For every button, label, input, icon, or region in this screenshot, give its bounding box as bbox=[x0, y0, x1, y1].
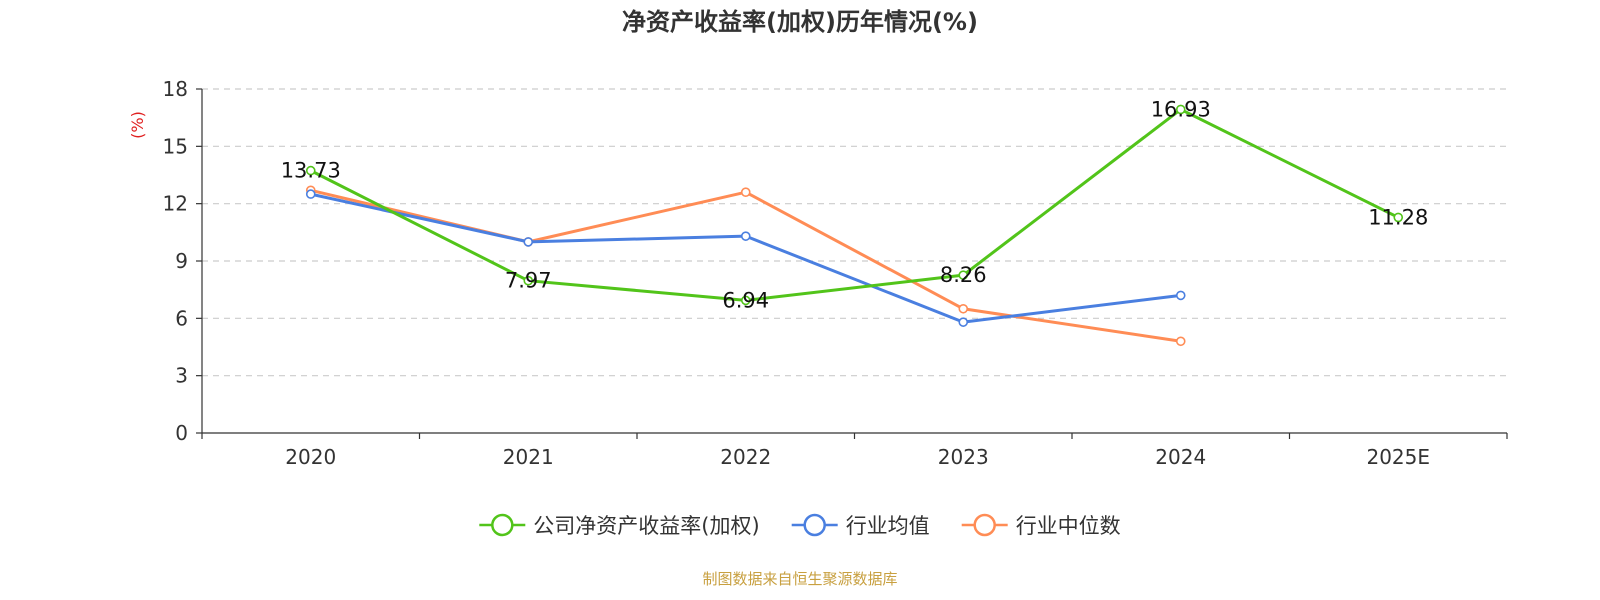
legend: 公司净资产收益率(加权) 行业均值 行业中位数 bbox=[479, 513, 1121, 538]
point-0-0 bbox=[305, 165, 316, 176]
legend-marker-2 bbox=[973, 513, 996, 537]
gridlines bbox=[202, 88, 1507, 377]
point-2-2 bbox=[740, 187, 751, 197]
chart-title: 净资产收益率(加权)历年情况(%) bbox=[622, 8, 978, 36]
source-note: 制图数据来自恒生聚源数据库 bbox=[702, 570, 897, 588]
x-tick-label-2025E: 2025E bbox=[1366, 445, 1430, 469]
y-axis-label: (%) bbox=[128, 111, 147, 139]
data-label-5: 11.28 bbox=[1368, 205, 1428, 229]
x-tick-labels: 2020 2021 2022 2023 2024 2025E bbox=[285, 445, 1430, 469]
y-tick-label-15: 15 bbox=[163, 134, 188, 158]
data-labels: 13.73 7.97 6.94 8.26 16.93 11.28 bbox=[281, 97, 1429, 312]
legend-label-2: 行业中位数 bbox=[1016, 514, 1121, 538]
legend-item-1: 行业均值 bbox=[791, 513, 930, 538]
x-tick-label-2023: 2023 bbox=[938, 445, 989, 469]
point-0-1 bbox=[523, 275, 534, 286]
y-tick-label-3: 3 bbox=[175, 364, 188, 388]
point-0-4 bbox=[1175, 104, 1186, 115]
point-2-4 bbox=[1175, 336, 1186, 347]
point-1-1 bbox=[523, 237, 534, 247]
y-tick-label-9: 9 bbox=[175, 249, 188, 273]
legend-marker-0 bbox=[491, 513, 514, 537]
x-tick-label-2022: 2022 bbox=[720, 445, 771, 469]
y-tick-label-18: 18 bbox=[163, 77, 188, 101]
series-0 bbox=[305, 104, 1404, 306]
x-tick-label-2021: 2021 bbox=[503, 445, 554, 469]
axes bbox=[196, 88, 1508, 439]
data-label-0: 13.73 bbox=[281, 159, 341, 183]
point-0-2 bbox=[740, 295, 751, 306]
y-tick-labels: 0 3 6 9 12 15 18 bbox=[163, 77, 188, 445]
point-1-4 bbox=[1175, 290, 1186, 301]
series-line-0 bbox=[310, 107, 1399, 302]
series-layer bbox=[305, 104, 1404, 347]
data-label-2: 6.94 bbox=[722, 288, 769, 312]
point-0-5 bbox=[1393, 212, 1404, 223]
series-2 bbox=[305, 185, 1186, 347]
data-label-3: 8.26 bbox=[940, 263, 987, 287]
point-2-3 bbox=[958, 303, 969, 314]
point-1-2 bbox=[740, 231, 751, 241]
legend-item-0: 公司净资产收益率(加权) bbox=[479, 513, 760, 538]
legend-label-0: 公司净资产收益率(加权) bbox=[533, 514, 759, 538]
x-tick-label-2024: 2024 bbox=[1155, 445, 1206, 469]
data-label-1: 7.97 bbox=[505, 269, 552, 293]
y-tick-label-12: 12 bbox=[163, 192, 188, 216]
data-label-4: 16.93 bbox=[1151, 97, 1211, 121]
legend-label-1: 行业均值 bbox=[846, 514, 930, 538]
series-1 bbox=[305, 189, 1186, 327]
point-0-3 bbox=[958, 270, 969, 280]
legend-marker-1 bbox=[803, 513, 826, 537]
y-tick-label-6: 6 bbox=[175, 306, 188, 330]
y-tick-label-0: 0 bbox=[175, 421, 188, 445]
legend-item-2: 行业中位数 bbox=[961, 513, 1121, 538]
x-tick-label-2020: 2020 bbox=[285, 445, 336, 469]
point-1-0 bbox=[305, 189, 316, 199]
point-1-3 bbox=[958, 317, 969, 327]
